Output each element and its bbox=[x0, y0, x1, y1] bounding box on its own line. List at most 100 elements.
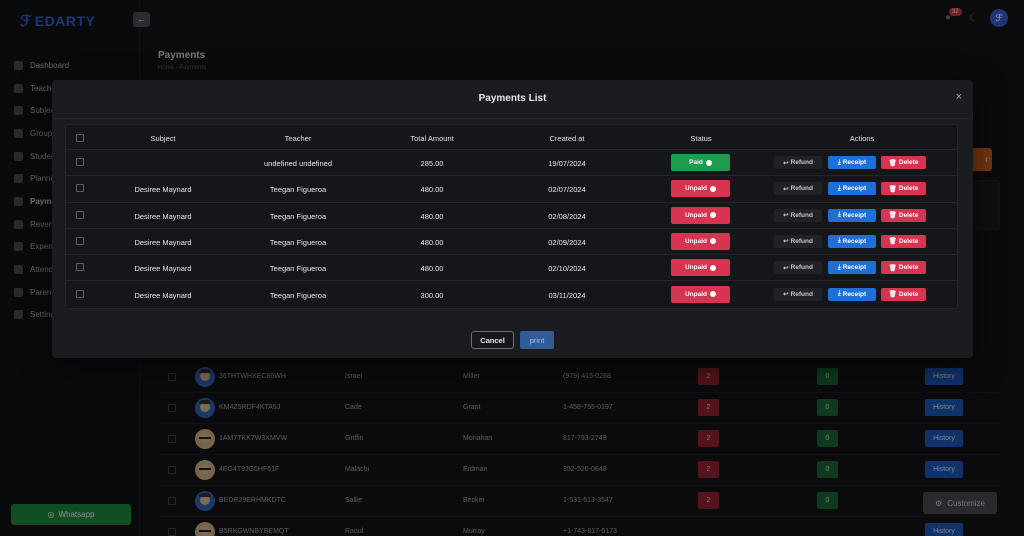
row-checkbox[interactable] bbox=[168, 403, 176, 412]
status-badge[interactable]: Unpaid bbox=[671, 232, 730, 250]
last-name: Erdman bbox=[463, 466, 488, 474]
table-row[interactable]: 36THTWHXEC86WH Israel Miller (979) 415-0… bbox=[158, 362, 1000, 393]
sidebar-item-label: Subjects bbox=[30, 106, 61, 116]
sidebar-item-attendance[interactable]: Attendance bbox=[14, 258, 70, 281]
first-name: Sallie bbox=[345, 497, 363, 505]
status-badge[interactable]: Unpaid bbox=[671, 285, 730, 303]
history-button[interactable]: History bbox=[925, 523, 963, 536]
status-badge[interactable]: Unpaid bbox=[671, 259, 730, 277]
student-code: KM4Z5RDF4KTA5J bbox=[219, 404, 281, 412]
delete-button[interactable]: 🗑 Delete bbox=[881, 182, 926, 196]
sidebar-collapse-button[interactable]: ← bbox=[133, 12, 150, 27]
receipt-button[interactable]: ⤓ Receipt bbox=[828, 156, 876, 169]
print-button[interactable]: print bbox=[520, 331, 554, 349]
sidebar-item-label: Revenue bbox=[30, 219, 63, 229]
undo-icon: ↩ bbox=[783, 159, 789, 167]
row-checkbox[interactable] bbox=[76, 210, 84, 219]
table-row[interactable]: KM4Z5RDF4KTA5J Cade Grant 1-458-755-0197… bbox=[158, 393, 1000, 424]
student-code: BEDR29ERHMKDTC bbox=[219, 497, 286, 505]
breadcrumb-separator: - bbox=[175, 65, 178, 71]
unpaid-count-badge: 2 bbox=[698, 461, 719, 479]
table-row[interactable]: 4EG4T9JG5HF61F Malachi Erdman 352-520-06… bbox=[158, 455, 1000, 486]
select-all-checkbox[interactable] bbox=[76, 134, 84, 142]
breadcrumb-home[interactable]: Home bbox=[158, 65, 175, 71]
history-button[interactable]: History bbox=[925, 368, 963, 386]
close-icon[interactable]: × bbox=[955, 91, 962, 103]
sidebar-item-groups[interactable]: Groups bbox=[14, 122, 70, 145]
amount-cell: 300.00 bbox=[420, 290, 444, 300]
status-badge[interactable]: Unpaid bbox=[671, 180, 730, 198]
table-row[interactable]: BEDR29ERHMKDTC Sallie Becker 1-531-613-3… bbox=[158, 486, 1000, 517]
row-checkbox[interactable] bbox=[168, 527, 176, 536]
refund-button[interactable]: ↩ Refund bbox=[774, 234, 822, 248]
unpaid-count-badge: 2 bbox=[698, 399, 719, 417]
first-name: Israel bbox=[345, 373, 363, 381]
brand-logo[interactable]: ℱ EDARTY bbox=[20, 12, 95, 30]
sidebar-item-dashboard[interactable]: Dashboard bbox=[14, 54, 70, 77]
refund-button[interactable]: ↩ Refund bbox=[774, 261, 822, 275]
subjects-icon bbox=[14, 106, 23, 116]
receipt-button[interactable]: ⤓ Receipt bbox=[828, 182, 876, 196]
sidebar-item-parents[interactable]: Parents bbox=[14, 281, 70, 304]
row-checkbox[interactable] bbox=[76, 289, 84, 298]
row-checkbox[interactable] bbox=[168, 434, 176, 443]
user-avatar[interactable]: ℱ bbox=[990, 9, 1008, 27]
sidebar-item-teachers[interactable]: Teachers bbox=[14, 77, 70, 100]
delete-button[interactable]: 🗑 Delete bbox=[881, 287, 926, 301]
row-checkbox[interactable] bbox=[168, 496, 176, 505]
undo-icon: ↩ bbox=[783, 212, 789, 220]
download-icon: ⤓ bbox=[837, 237, 841, 245]
table-row: Desiree Maynard Teegan Figueroa 480.00 0… bbox=[66, 255, 957, 282]
table-row[interactable]: 1AM7TKK7W3XMVW Griffin Monahan 817-793-2… bbox=[158, 424, 1000, 455]
history-button[interactable]: History bbox=[925, 399, 963, 417]
receipt-button[interactable]: ⤓ Receipt bbox=[828, 234, 876, 248]
refund-button[interactable]: ↩ Refund bbox=[774, 182, 822, 196]
row-checkbox[interactable] bbox=[76, 236, 84, 245]
refund-label: Refund bbox=[790, 264, 813, 272]
sidebar-item-label: Parents bbox=[30, 287, 58, 297]
delete-button[interactable]: 🗑 Delete bbox=[881, 261, 926, 275]
refund-button[interactable]: ↩ Refund bbox=[774, 156, 822, 169]
sidebar-item-planning[interactable]: Planning bbox=[14, 167, 70, 190]
notifications-button[interactable]: ● 32 bbox=[945, 8, 962, 24]
amount-cell: 480.00 bbox=[420, 185, 444, 195]
sidebar-item-revenue[interactable]: Revenue bbox=[14, 213, 70, 236]
receipt-button[interactable]: ⤓ Receipt bbox=[828, 287, 876, 301]
subject-cell: Desiree Maynard bbox=[134, 211, 192, 221]
refund-button[interactable]: ↩ Refund bbox=[774, 287, 822, 301]
sidebar-item-label: Settings bbox=[30, 310, 59, 320]
sidebar-item-settings[interactable]: Settings bbox=[14, 304, 70, 327]
subject-cell: Desiree Maynard bbox=[134, 290, 192, 300]
delete-button[interactable]: 🗑 Delete bbox=[881, 156, 926, 169]
row-checkbox[interactable] bbox=[76, 263, 84, 272]
student-code: 36THTWHXEC86WH bbox=[219, 373, 286, 381]
sidebar-item-expenses[interactable]: Expenses bbox=[14, 236, 70, 259]
row-checkbox[interactable] bbox=[76, 184, 84, 193]
row-checkbox[interactable] bbox=[168, 372, 176, 381]
receipt-button[interactable]: ⤓ Receipt bbox=[828, 261, 876, 275]
settings-icon bbox=[14, 310, 23, 320]
sidebar-item-students[interactable]: Students bbox=[14, 145, 70, 168]
whatsapp-button[interactable]: ◎ Whatsapp bbox=[11, 504, 131, 525]
customize-button[interactable]: ⚙ Customize bbox=[923, 492, 997, 514]
status-badge[interactable]: Paid bbox=[671, 154, 730, 171]
delete-button[interactable]: 🗑 Delete bbox=[881, 234, 926, 248]
row-checkbox[interactable] bbox=[168, 465, 176, 474]
moon-icon[interactable]: ☾ bbox=[969, 12, 978, 24]
status-label: Unpaid bbox=[684, 290, 708, 298]
amount-cell: 480.00 bbox=[420, 211, 444, 221]
table-row[interactable]: B5RKGWNBYBEMQT Raoul Murray +1-743-817-6… bbox=[158, 517, 1000, 536]
cancel-button[interactable]: Cancel bbox=[471, 331, 514, 349]
delete-button[interactable]: 🗑 Delete bbox=[881, 208, 926, 222]
history-button[interactable]: History bbox=[925, 430, 963, 448]
status-badge[interactable]: Unpaid bbox=[671, 206, 730, 224]
refund-button[interactable]: ↩ Refund bbox=[774, 208, 822, 222]
sidebar-item-subjects[interactable]: Subjects bbox=[14, 99, 70, 122]
history-button[interactable]: History bbox=[925, 461, 963, 479]
row-checkbox[interactable] bbox=[76, 158, 84, 166]
sidebar-item-payments[interactable]: Payments bbox=[14, 190, 70, 213]
download-icon: ⤓ bbox=[837, 290, 841, 297]
table-row: undefined undefined 285.00 19/07/2024 Pa… bbox=[66, 150, 957, 177]
receipt-button[interactable]: ⤓ Receipt bbox=[828, 208, 876, 222]
revenue-icon bbox=[14, 219, 23, 229]
